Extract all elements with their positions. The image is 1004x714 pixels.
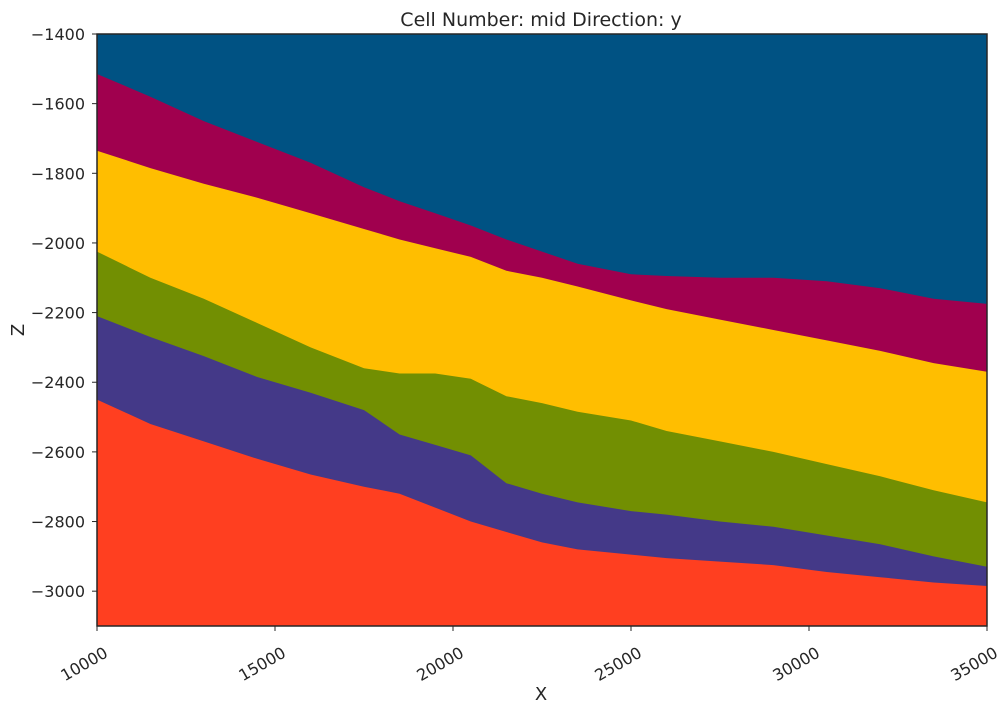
y-tick-label: −3000 (31, 582, 85, 601)
y-tick-label: −2000 (31, 234, 85, 253)
y-tick-label: −1600 (31, 95, 85, 114)
y-tick-label: −2400 (31, 373, 85, 392)
y-tick-label: −2200 (31, 304, 85, 323)
y-tick-label: −2800 (31, 513, 85, 532)
x-tick-label: 15000 (235, 643, 289, 685)
x-tick-label: 20000 (413, 643, 467, 685)
x-tick-label: 25000 (591, 643, 645, 685)
y-tick-label: −2600 (31, 443, 85, 462)
x-tick-label: 35000 (947, 643, 1001, 685)
layer-5 (97, 399, 987, 626)
x-tick-label: 10000 (57, 643, 111, 685)
plot-frame (96, 33, 988, 627)
x-tick-label: 30000 (769, 643, 823, 685)
y-axis-label: Z (8, 324, 29, 336)
plot-area (97, 34, 987, 626)
y-tick-label: −1400 (31, 25, 85, 44)
chart-title: Cell Number: mid Direction: y (400, 9, 681, 31)
x-axis-ticks: 10000 15000 20000 25000 30000 35000 (57, 626, 1001, 685)
y-tick-label: −1800 (31, 164, 85, 183)
x-axis-label: X (535, 684, 547, 705)
y-axis-ticks: −1400 −1600 −1800 −2000 −2200 −2400 −2600 −2800… (31, 25, 97, 601)
